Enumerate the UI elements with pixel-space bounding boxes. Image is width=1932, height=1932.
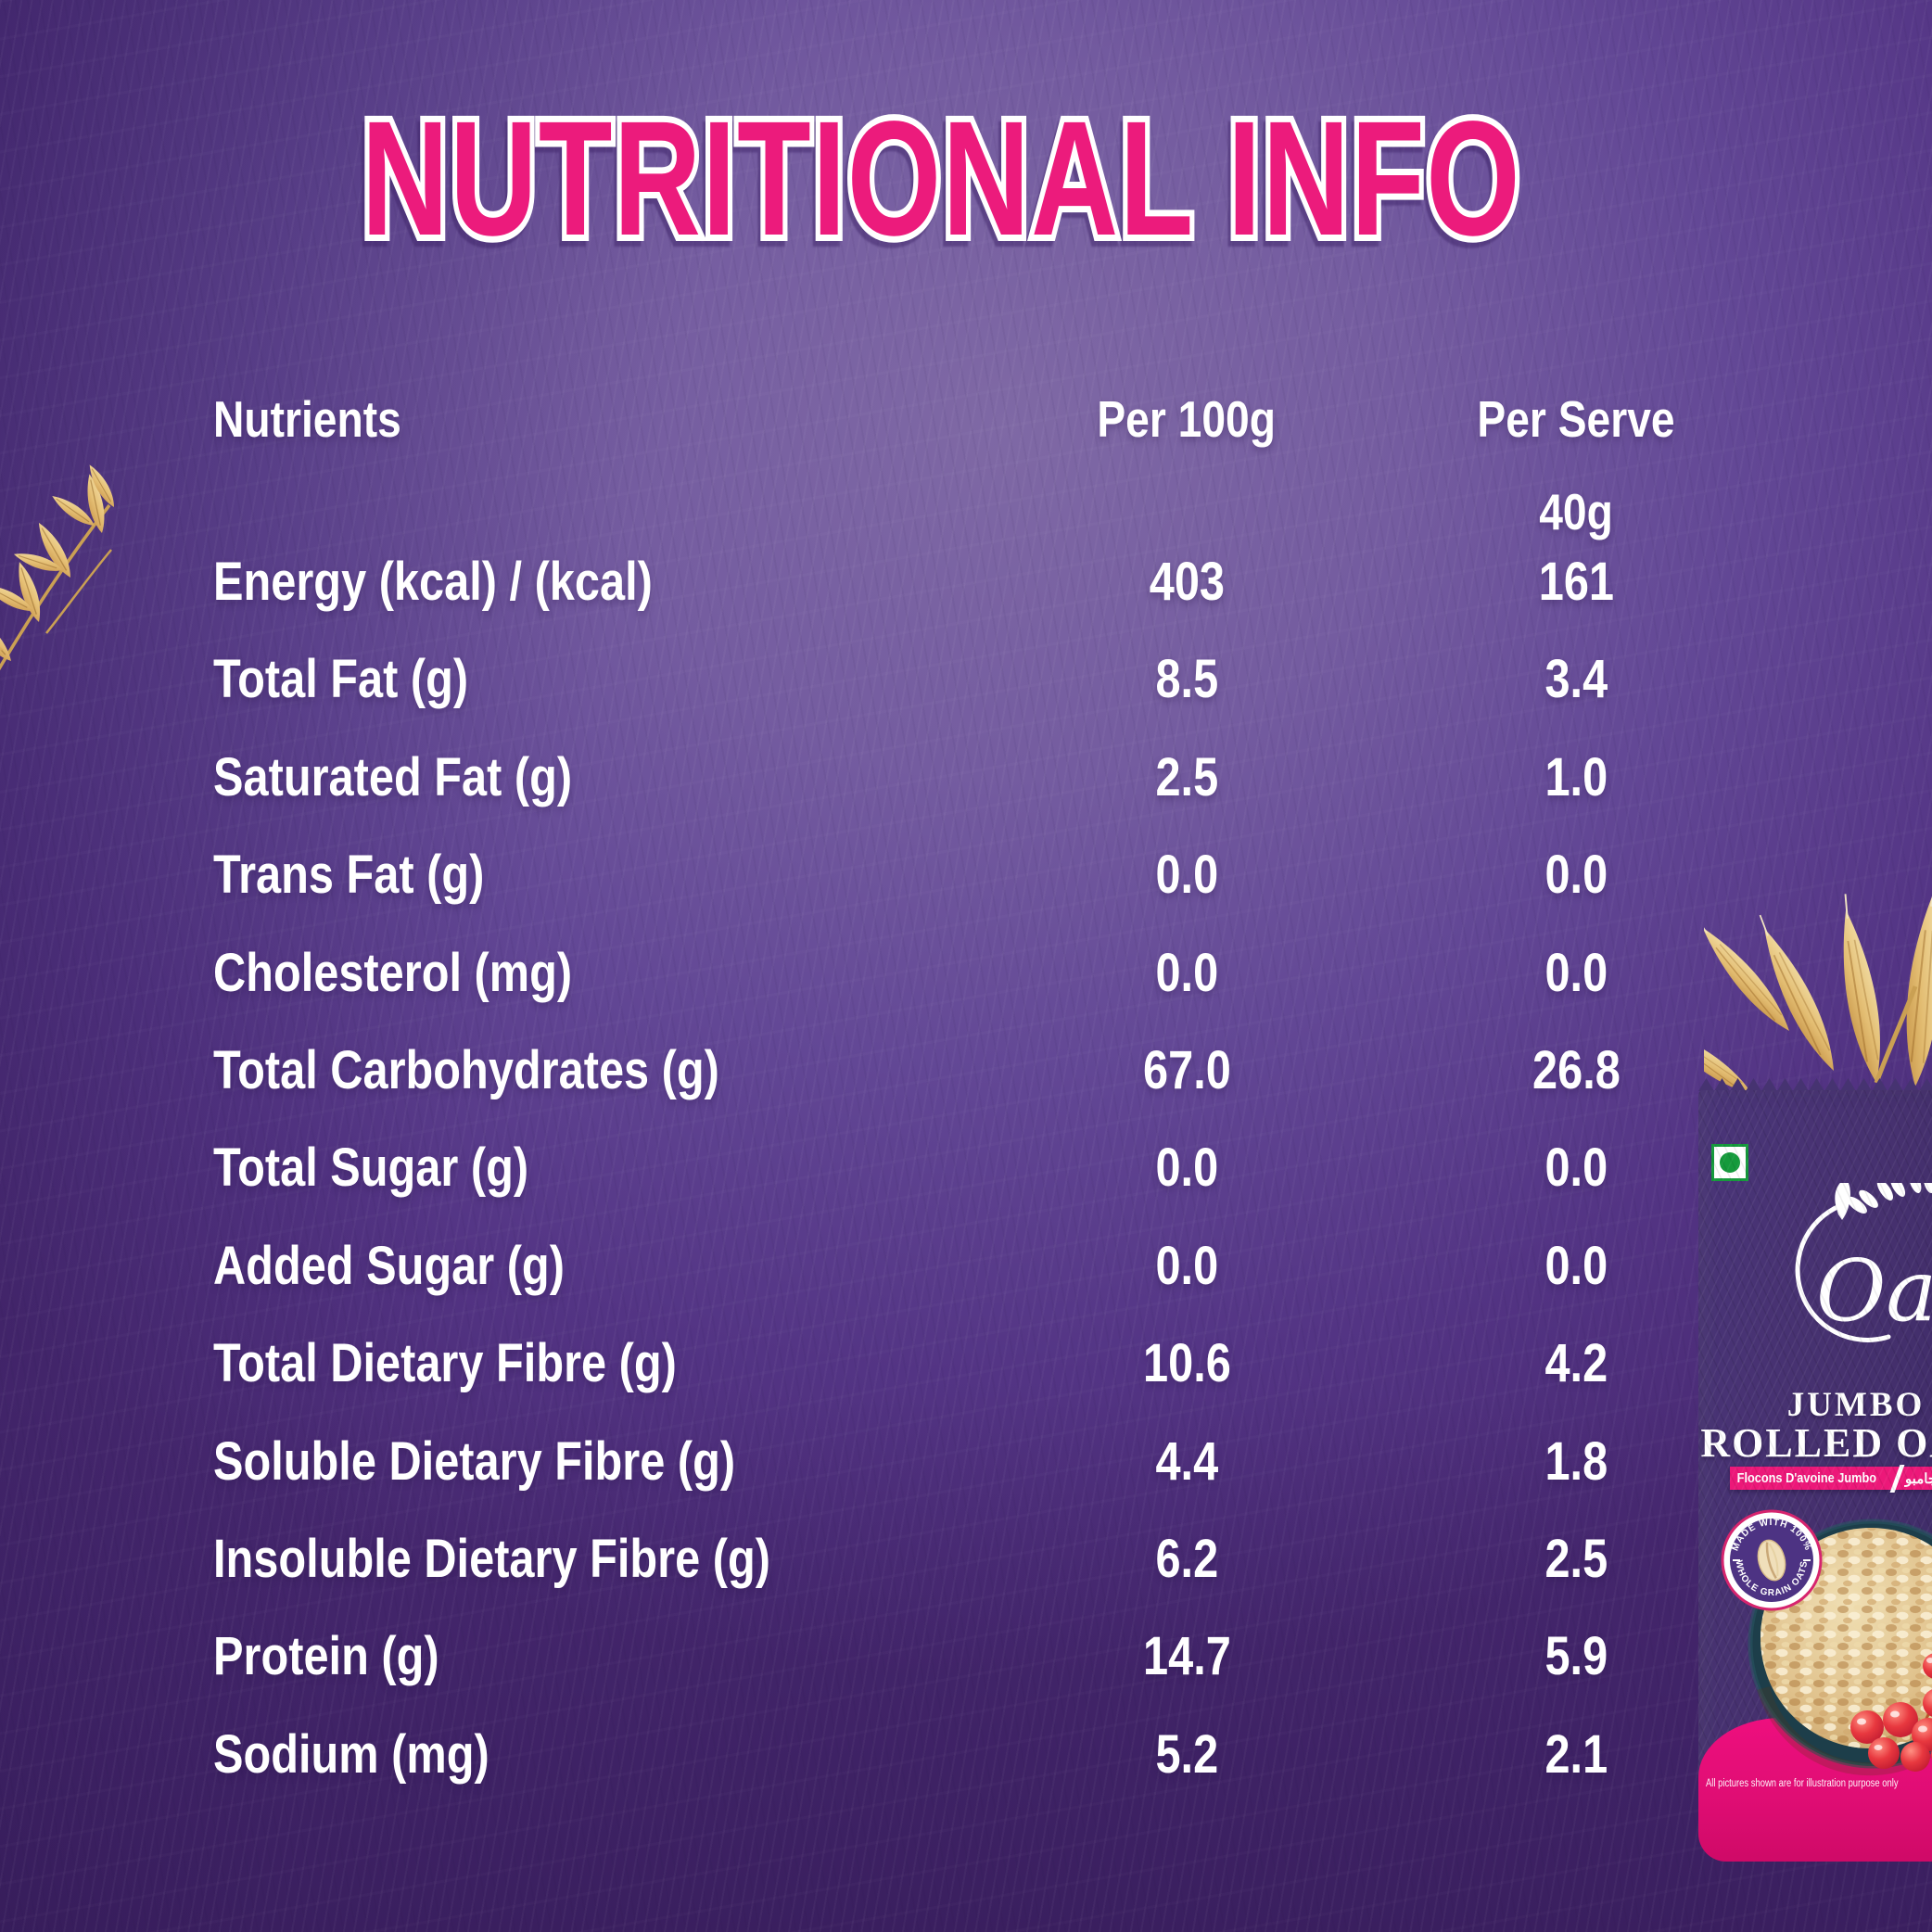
value-per-100g: 2.5 — [1155, 746, 1218, 807]
value-per-serve: 161 — [1538, 552, 1614, 612]
nutrient-label: Total Sugar (g) — [213, 1138, 529, 1199]
table-row: Sodium (mg) 5.2 2.1 — [213, 1706, 1724, 1803]
value-per-100g: 14.7 — [1142, 1626, 1231, 1687]
nutrient-label: Energy (kcal) / (kcal) — [213, 552, 653, 612]
whole-grain-badge: MADE WITH 100% WHOLE GRAIN OATS — [1721, 1509, 1823, 1611]
nutrient-label: Total Dietary Fibre (g) — [213, 1333, 677, 1394]
nutrient-label: Insoluble Dietary Fibre (g) — [213, 1528, 770, 1589]
table-row: Added Sugar (g) 0.0 0.0 — [213, 1217, 1724, 1315]
table-row: Protein (g) 14.7 5.9 — [213, 1608, 1724, 1705]
berries — [1850, 1653, 1932, 1772]
value-per-100g: 5.2 — [1155, 1723, 1218, 1785]
nutrient-label: Added Sugar (g) — [213, 1235, 565, 1296]
brand-logo-text: Oateo — [1816, 1241, 1932, 1341]
oat-flake-icon — [1757, 1539, 1786, 1582]
table-row: Saturated Fat (g) 2.5 1.0 — [213, 729, 1724, 826]
value-per-serve: 3.4 — [1544, 649, 1608, 710]
brand-logo: Oateo — [1795, 1183, 1932, 1342]
product-name-line1: JUMBO — [1786, 1386, 1926, 1424]
value-per-serve: 26.8 — [1532, 1039, 1621, 1100]
product-package: Oateo JUMBO ROLLED OATS Flocons D'avoine… — [1698, 1090, 1932, 1862]
header-per-100g: Per 100g — [1097, 390, 1277, 448]
nutrient-label: Soluble Dietary Fibre (g) — [213, 1430, 736, 1492]
table-row: Insoluble Dietary Fibre (g) 6.2 2.5 — [213, 1510, 1724, 1608]
nutrient-label: Sodium (mg) — [213, 1723, 489, 1785]
value-per-serve: 2.1 — [1544, 1723, 1608, 1785]
value-per-serve: 1.8 — [1544, 1430, 1608, 1492]
table-row: Total Fat (g) 8.5 3.4 — [213, 630, 1724, 728]
table-header-row: Nutrients Per 100g Per Serve 40g — [213, 373, 1724, 540]
value-per-serve: 1.0 — [1544, 746, 1608, 807]
product-name-line2: ROLLED OATS — [1700, 1420, 1932, 1466]
veg-mark-icon — [1711, 1144, 1748, 1181]
table-row: Soluble Dietary Fibre (g) 4.4 1.8 — [213, 1413, 1724, 1510]
table-row: Total Sugar (g) 0.0 0.0 — [213, 1119, 1724, 1216]
value-per-100g: 0.0 — [1155, 1235, 1218, 1296]
oat-spikes-icon — [1704, 877, 1932, 1090]
page-title: NUTRITIONAL INFO — [158, 82, 1520, 276]
banner-french-text: Flocons D'avoine Jumbo — [1736, 1470, 1877, 1486]
table-row: Total Carbohydrates (g) 67.0 26.8 — [213, 1022, 1724, 1119]
value-per-100g: 6.2 — [1155, 1528, 1218, 1589]
table-row: Trans Fat (g) 0.0 0.0 — [213, 826, 1724, 923]
value-per-100g: 0.0 — [1155, 1138, 1218, 1199]
value-per-100g: 10.6 — [1142, 1333, 1231, 1394]
nutrient-label: Trans Fat (g) — [213, 845, 485, 906]
banner-arabic-text: الجامبو — [1904, 1470, 1932, 1487]
value-per-serve: 0.0 — [1544, 1235, 1608, 1296]
value-per-100g: 4.4 — [1155, 1430, 1218, 1492]
value-per-serve: 0.0 — [1544, 942, 1608, 1003]
value-per-serve: 2.5 — [1544, 1528, 1608, 1589]
nutrient-label: Saturated Fat (g) — [213, 746, 573, 807]
oat-sprig-icon — [0, 461, 120, 671]
value-per-100g: 0.0 — [1155, 845, 1218, 906]
value-per-serve: 5.9 — [1544, 1626, 1608, 1687]
value-per-serve: 0.0 — [1544, 1138, 1608, 1199]
value-per-100g: 67.0 — [1142, 1039, 1231, 1100]
product-subtitle-banner: Flocons D'avoine Jumbo الجامبو — [1730, 1464, 1932, 1493]
table-row: Total Dietary Fibre (g) 10.6 4.2 — [213, 1315, 1724, 1412]
table-row: Energy (kcal) / (kcal) 403 161 — [213, 533, 1724, 630]
value-per-100g: 403 — [1149, 552, 1225, 612]
header-nutrients: Nutrients — [213, 390, 401, 448]
value-per-serve: 4.2 — [1544, 1333, 1608, 1394]
nutrient-label: Total Carbohydrates (g) — [213, 1039, 719, 1100]
value-per-100g: 8.5 — [1155, 649, 1218, 710]
table-row: Cholesterol (mg) 0.0 0.0 — [213, 924, 1724, 1022]
page-title-text: NUTRITIONAL INFO — [362, 82, 1521, 276]
nutrient-label: Total Fat (g) — [213, 649, 469, 710]
nutrient-label: Cholesterol (mg) — [213, 942, 573, 1003]
disclaimer-text: All pictures shown are for illustration … — [1706, 1778, 1899, 1789]
nutrient-label: Protein (g) — [213, 1626, 439, 1687]
header-per-serve: Per Serve 40g — [1477, 390, 1675, 540]
banner-divider — [1889, 1464, 1905, 1493]
value-per-100g: 0.0 — [1155, 942, 1218, 1003]
value-per-serve: 0.0 — [1544, 845, 1608, 906]
table-body: Energy (kcal) / (kcal) 403 161 Total Fat… — [213, 533, 1724, 1803]
